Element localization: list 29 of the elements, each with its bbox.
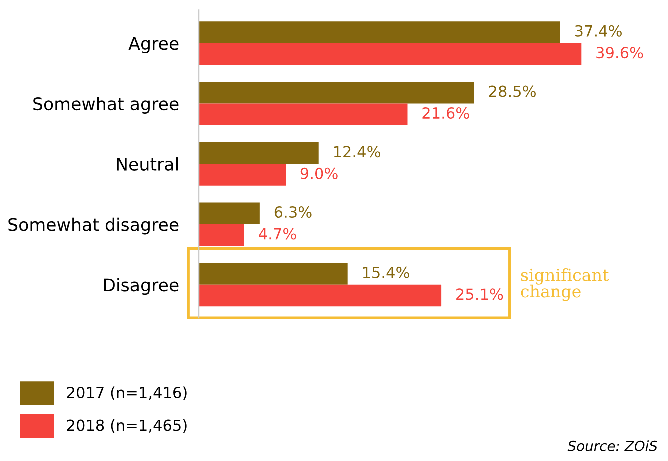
legend-label: 2017 (n=1,416): [67, 386, 187, 400]
y-tick-label: Neutral: [117, 158, 178, 171]
bar: [199, 284, 442, 307]
y-tick-label: Agree: [128, 37, 179, 54]
data-label: 37.4%: [575, 25, 622, 37]
data-label: 9.0%: [300, 168, 338, 180]
bar: [199, 82, 474, 104]
bar: [199, 263, 348, 285]
y-tick-label: Somewhat disagree: [8, 218, 179, 235]
y-tick-label: Disagree: [104, 278, 179, 296]
bar: [199, 104, 408, 126]
legend-label: 2018 (n=1,465): [67, 419, 187, 434]
data-label: 4.7%: [259, 228, 296, 240]
data-label: 28.5%: [489, 86, 536, 98]
data-label: 25.1%: [456, 288, 504, 300]
data-label: 15.4%: [363, 266, 410, 278]
y-tick-label: Somewhat agree: [34, 97, 179, 114]
data-label: 6.3%: [274, 206, 312, 218]
bar: [199, 164, 286, 186]
bar: [199, 224, 244, 246]
data-label: 12.4%: [334, 146, 380, 158]
bar: [199, 22, 560, 44]
bar: [199, 142, 319, 164]
bar: [199, 202, 260, 224]
source-note: Source: ZOiS: [568, 440, 658, 452]
data-label: 39.6%: [596, 47, 644, 59]
bar: [199, 43, 582, 66]
data-label: 21.6%: [422, 107, 470, 120]
annotation: significant change: [521, 268, 610, 302]
